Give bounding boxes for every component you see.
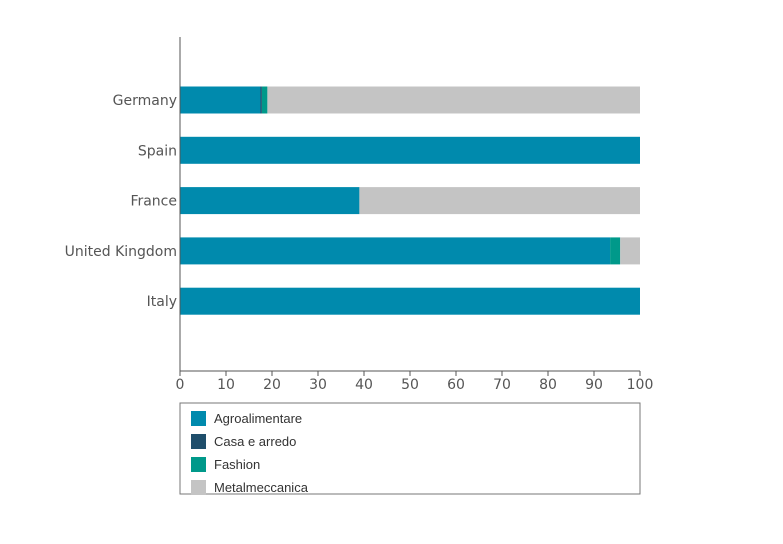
x-tick-label: 100 bbox=[627, 377, 654, 393]
bar-germany-metalmeccanica bbox=[267, 86, 640, 114]
category-label: Germany bbox=[113, 93, 177, 109]
x-tick-label: 70 bbox=[493, 377, 511, 393]
x-tick-label: 30 bbox=[309, 377, 327, 393]
legend-box bbox=[179, 402, 641, 495]
legend-label: Fashion bbox=[214, 457, 260, 472]
x-tick-label: 10 bbox=[217, 377, 235, 393]
bars-group bbox=[180, 86, 640, 315]
x-tick-label: 90 bbox=[585, 377, 603, 393]
bar-france-agroalimentare bbox=[180, 187, 360, 215]
bar-france-metalmeccanica bbox=[359, 187, 640, 215]
bar-united-kingdom-agroalimentare bbox=[180, 237, 611, 265]
x-axis-ticks: 0 10 20 30 40 50 60 70 80 90 100 bbox=[176, 371, 654, 393]
x-tick-label: 40 bbox=[355, 377, 373, 393]
legend-swatch bbox=[191, 457, 206, 472]
bar-united-kingdom-fashion bbox=[610, 237, 621, 265]
category-label: Italy bbox=[147, 294, 177, 310]
category-label: Spain bbox=[138, 143, 177, 159]
bar-united-kingdom-metalmeccanica bbox=[620, 237, 640, 265]
legend-label: Metalmeccanica bbox=[214, 480, 309, 495]
bar-spain-agroalimentare bbox=[180, 136, 640, 164]
bar-germany-fashion bbox=[261, 86, 268, 114]
legend-label: Casa e arredo bbox=[214, 434, 296, 449]
x-tick-label: 20 bbox=[263, 377, 281, 393]
legend-label: Agroalimentare bbox=[214, 411, 302, 426]
legend-swatch bbox=[191, 480, 206, 495]
category-label: United Kingdom bbox=[65, 244, 177, 260]
category-labels: Germany Spain France United Kingdom Italy bbox=[65, 93, 177, 310]
x-tick-label: 80 bbox=[539, 377, 557, 393]
x-tick-label: 0 bbox=[176, 377, 185, 393]
legend-swatch bbox=[191, 411, 206, 426]
bar-germany-agroalimentare bbox=[180, 86, 261, 114]
x-tick-label: 50 bbox=[401, 377, 419, 393]
bar-italy-agroalimentare bbox=[180, 287, 640, 315]
legend: Agroalimentare Casa e arredo Fashion Metalm… bbox=[179, 402, 641, 495]
bar-germany-casa-e-arredo bbox=[260, 86, 262, 114]
legend-items: Agroalimentare Casa e arredo Fashion Metalm… bbox=[191, 411, 309, 495]
category-label: France bbox=[130, 194, 177, 210]
legend-swatch bbox=[191, 434, 206, 449]
x-tick-label: 60 bbox=[447, 377, 465, 393]
